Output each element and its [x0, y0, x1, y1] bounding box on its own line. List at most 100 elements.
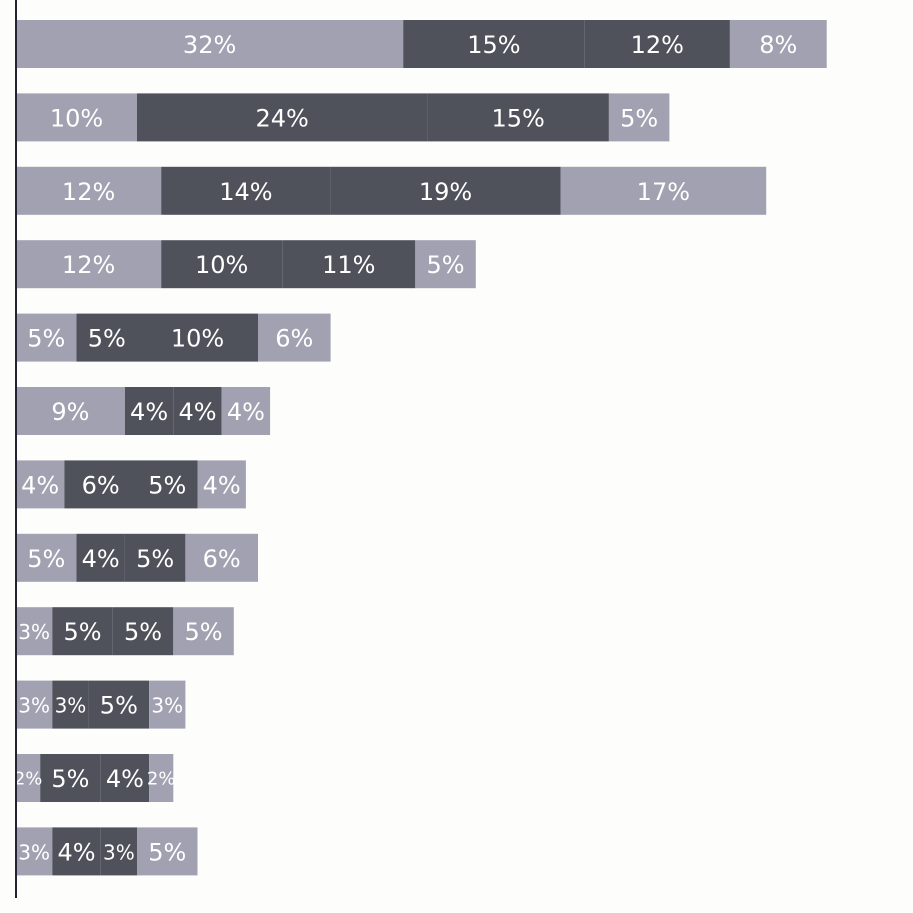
bar-segment: [16, 460, 65, 509]
data-label: 11%: [322, 251, 375, 279]
data-label: 3%: [18, 840, 50, 864]
data-label: 5%: [51, 765, 89, 793]
data-label: 5%: [88, 325, 126, 353]
bar-segment: [16, 827, 53, 876]
data-label: 5%: [64, 618, 102, 646]
data-label: 14%: [219, 178, 272, 206]
data-label: 4%: [130, 398, 168, 426]
bar-segment: [173, 607, 234, 656]
bar-segment: [124, 387, 174, 435]
bar-segment: [330, 166, 561, 215]
bar-segment: [258, 313, 331, 362]
data-label: 32%: [183, 31, 236, 59]
data-label: 10%: [171, 325, 224, 353]
bar-segment: [137, 93, 428, 142]
bar-segment: [584, 20, 730, 68]
data-label: 5%: [124, 618, 162, 646]
data-label: 5%: [148, 471, 186, 499]
bar-segment: [76, 533, 125, 582]
data-label: 5%: [427, 251, 465, 279]
bar-segment: [16, 680, 53, 729]
bar-segment: [16, 607, 53, 656]
data-label: 6%: [275, 325, 313, 353]
bar-segment: [137, 460, 198, 509]
bar-segment: [221, 387, 271, 435]
labels-layer: 32% 15% 12% 8% 10% 24% 15% 5% 12% 14% 19% 17% 12% 10%…: [14, 31, 798, 866]
bar-segment: [197, 460, 246, 509]
bar-segment: [608, 93, 670, 142]
data-label: 4%: [227, 398, 265, 426]
bar-segment: [161, 240, 283, 289]
data-label: 5%: [100, 692, 138, 720]
data-label: 3%: [18, 620, 50, 644]
data-label: 4%: [203, 471, 241, 499]
bar-segment: [124, 533, 186, 582]
data-label: 15%: [467, 31, 520, 59]
bar-segment: [149, 680, 186, 729]
data-label: 10%: [50, 104, 103, 132]
bar-segment: [100, 827, 137, 876]
data-label: 3%: [103, 840, 135, 864]
data-label: 5%: [27, 325, 65, 353]
bar-segment: [64, 460, 137, 509]
bar-segment: [40, 754, 101, 802]
bar-segment: [729, 20, 827, 68]
bar-segment: [16, 533, 77, 582]
data-label: 2%: [14, 769, 43, 790]
data-label: 3%: [151, 694, 183, 718]
bar-segment: [52, 607, 113, 656]
data-label: 9%: [51, 398, 89, 426]
data-label: 12%: [62, 178, 115, 206]
data-label: 8%: [759, 31, 797, 59]
bar-segment: [16, 240, 162, 289]
bar-segment: [560, 166, 767, 215]
bar-segment: [415, 240, 476, 289]
bar-segment: [88, 680, 150, 729]
bar-segment: [427, 93, 609, 142]
bar-segment: [52, 680, 89, 729]
data-label: 19%: [419, 178, 472, 206]
bar-segment: [16, 93, 137, 142]
data-label: 5%: [136, 545, 174, 573]
bar-segment: [112, 607, 174, 656]
bar-segment: [52, 827, 101, 876]
bar-segment: [149, 754, 174, 802]
data-label: 5%: [620, 104, 658, 132]
data-label: 24%: [256, 104, 309, 132]
data-label: 12%: [631, 31, 684, 59]
bar-segment: [16, 387, 125, 435]
data-label: 2%: [147, 769, 176, 790]
bar-segment: [161, 166, 331, 215]
bar-segment: [173, 387, 222, 435]
bars-layer: [16, 20, 827, 876]
data-label: 17%: [637, 178, 690, 206]
bar-segment: [282, 240, 416, 289]
bar-segment: [137, 313, 258, 362]
data-label: 4%: [21, 471, 59, 499]
data-label: 4%: [178, 398, 216, 426]
bar-segment: [16, 313, 77, 362]
bar-segment: [137, 827, 198, 876]
data-label: 12%: [62, 251, 115, 279]
data-label: 10%: [195, 251, 248, 279]
bar-segment: [185, 533, 258, 582]
data-label: 4%: [106, 765, 144, 793]
bar-segment: [16, 20, 404, 68]
bar-segment: [16, 754, 41, 802]
data-label: 3%: [18, 694, 50, 718]
data-label: 15%: [491, 104, 544, 132]
bar-segment: [403, 20, 585, 68]
data-label: 5%: [185, 618, 223, 646]
bar-segment: [100, 754, 150, 802]
bar-segment: [16, 166, 162, 215]
data-label: 6%: [82, 471, 120, 499]
data-label: 3%: [55, 694, 87, 718]
data-label: 5%: [148, 838, 186, 866]
data-label: 4%: [82, 545, 120, 573]
bar-segment: [76, 313, 137, 362]
data-label: 5%: [27, 545, 65, 573]
data-label: 4%: [57, 838, 95, 866]
data-label: 6%: [203, 545, 241, 573]
